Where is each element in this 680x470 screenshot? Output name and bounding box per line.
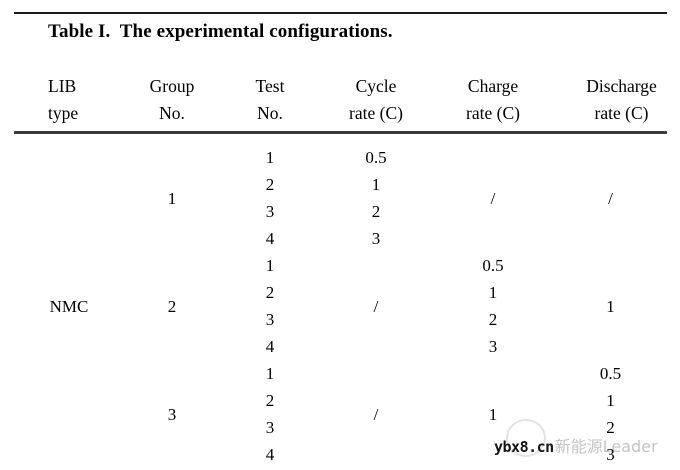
table-row: 3 2 <box>14 198 667 225</box>
cell-charge-rate: 2 <box>488 310 498 329</box>
column-header-lib-type: LIB type <box>14 73 124 127</box>
table-row: 2 1 <box>14 171 667 198</box>
cell-lib-type: NMC <box>49 296 89 316</box>
table-row: 2 1 <box>14 387 667 414</box>
experimental-configurations-table: NMC 1 1 0.5 / / 2 1 3 2 4 3 2 1 / 0.5 1 … <box>14 144 667 468</box>
table-row: 3 2 <box>14 306 667 333</box>
column-header-line: LIB <box>48 76 77 96</box>
table-top-rule <box>14 12 667 14</box>
cell-discharge-rate: 1 <box>606 391 615 410</box>
table-row: 4 3 <box>14 225 667 252</box>
cell-charge-rate: 1 <box>488 283 498 302</box>
cell-test-no: 2 <box>265 283 275 302</box>
cell-discharge-rate: 1 <box>606 296 615 316</box>
watermark: ybx8.cn 新能源Leader <box>494 433 658 457</box>
column-header-line: type <box>48 103 79 123</box>
table-row: 2 1 <box>14 279 667 306</box>
cell-cycle-rate: 3 <box>371 229 381 248</box>
cell-test-no: 4 <box>265 445 275 464</box>
cell-group-no: 2 <box>167 296 177 316</box>
cell-test-no: 1 <box>265 364 275 383</box>
cell-cycle-rate: 0.5 <box>365 148 387 167</box>
cell-cycle-rate: 1 <box>371 175 381 194</box>
table-row: 3 1 / 1 0.5 <box>14 360 667 423</box>
cell-discharge-rate: 2 <box>606 418 615 437</box>
cell-test-no: 3 <box>265 202 275 221</box>
column-header-line: rate (C) <box>349 103 403 123</box>
column-header-cycle-rate: Cycle rate (C) <box>320 73 432 127</box>
column-header-line: Discharge <box>586 76 657 96</box>
cell-group-no: 3 <box>167 404 177 424</box>
cell-test-no: 4 <box>265 229 275 248</box>
cell-test-no: 1 <box>265 256 275 275</box>
column-header-line: rate (C) <box>466 103 520 123</box>
column-header-test-no: Test No. <box>220 73 320 127</box>
table-header-row: LIB type Group No. Test No. Cycle rate (… <box>14 73 667 127</box>
table-caption: Table I. The experimental configurations… <box>48 21 393 42</box>
cell-discharge-rate: 0.5 <box>599 364 622 383</box>
cell-cycle-rate: / <box>373 296 379 316</box>
cell-group-no: 1 <box>167 188 177 208</box>
column-header-group-no: Group No. <box>124 73 220 127</box>
watermark-site-text: ybx8.cn <box>494 438 554 456</box>
cell-charge-rate: 3 <box>488 337 498 356</box>
cell-discharge-rate: 3 <box>606 445 615 464</box>
table-row: 3 2 <box>14 414 667 441</box>
cell-test-no: 3 <box>265 310 275 329</box>
cell-test-no: 1 <box>265 148 275 167</box>
cell-test-no: 2 <box>265 391 275 410</box>
column-header-line: No. <box>159 103 185 123</box>
table-row: 4 3 <box>14 333 667 360</box>
column-header-line: Cycle <box>355 76 397 96</box>
column-header-charge-rate: Charge rate (C) <box>432 73 554 127</box>
cell-charge-rate: / <box>490 188 496 208</box>
table-row: 2 1 / 0.5 1 <box>14 252 667 315</box>
column-header-line: Group <box>149 76 195 96</box>
cell-discharge-rate: / <box>608 188 613 208</box>
table-header-rule <box>14 131 667 134</box>
column-header-line: Test <box>255 76 285 96</box>
watermark-brand-text: 新能源Leader <box>554 437 658 456</box>
cell-charge-rate: 0.5 <box>482 256 504 275</box>
cell-cycle-rate: 2 <box>371 202 381 221</box>
watermark-circle-logo <box>506 419 546 457</box>
cell-charge-rate: 1 <box>488 404 498 424</box>
cell-test-no: 4 <box>265 337 275 356</box>
cell-test-no: 3 <box>265 418 275 437</box>
column-header-line: Charge <box>467 76 519 96</box>
column-header-discharge-rate: Discharge rate (C) <box>554 73 667 127</box>
table-row: 4 3 <box>14 441 667 468</box>
table-row: NMC 1 1 0.5 / / <box>14 144 667 315</box>
column-header-line: rate (C) <box>594 103 649 123</box>
column-header-line: No. <box>257 103 283 123</box>
cell-test-no: 2 <box>265 175 275 194</box>
cell-cycle-rate: / <box>373 404 379 424</box>
